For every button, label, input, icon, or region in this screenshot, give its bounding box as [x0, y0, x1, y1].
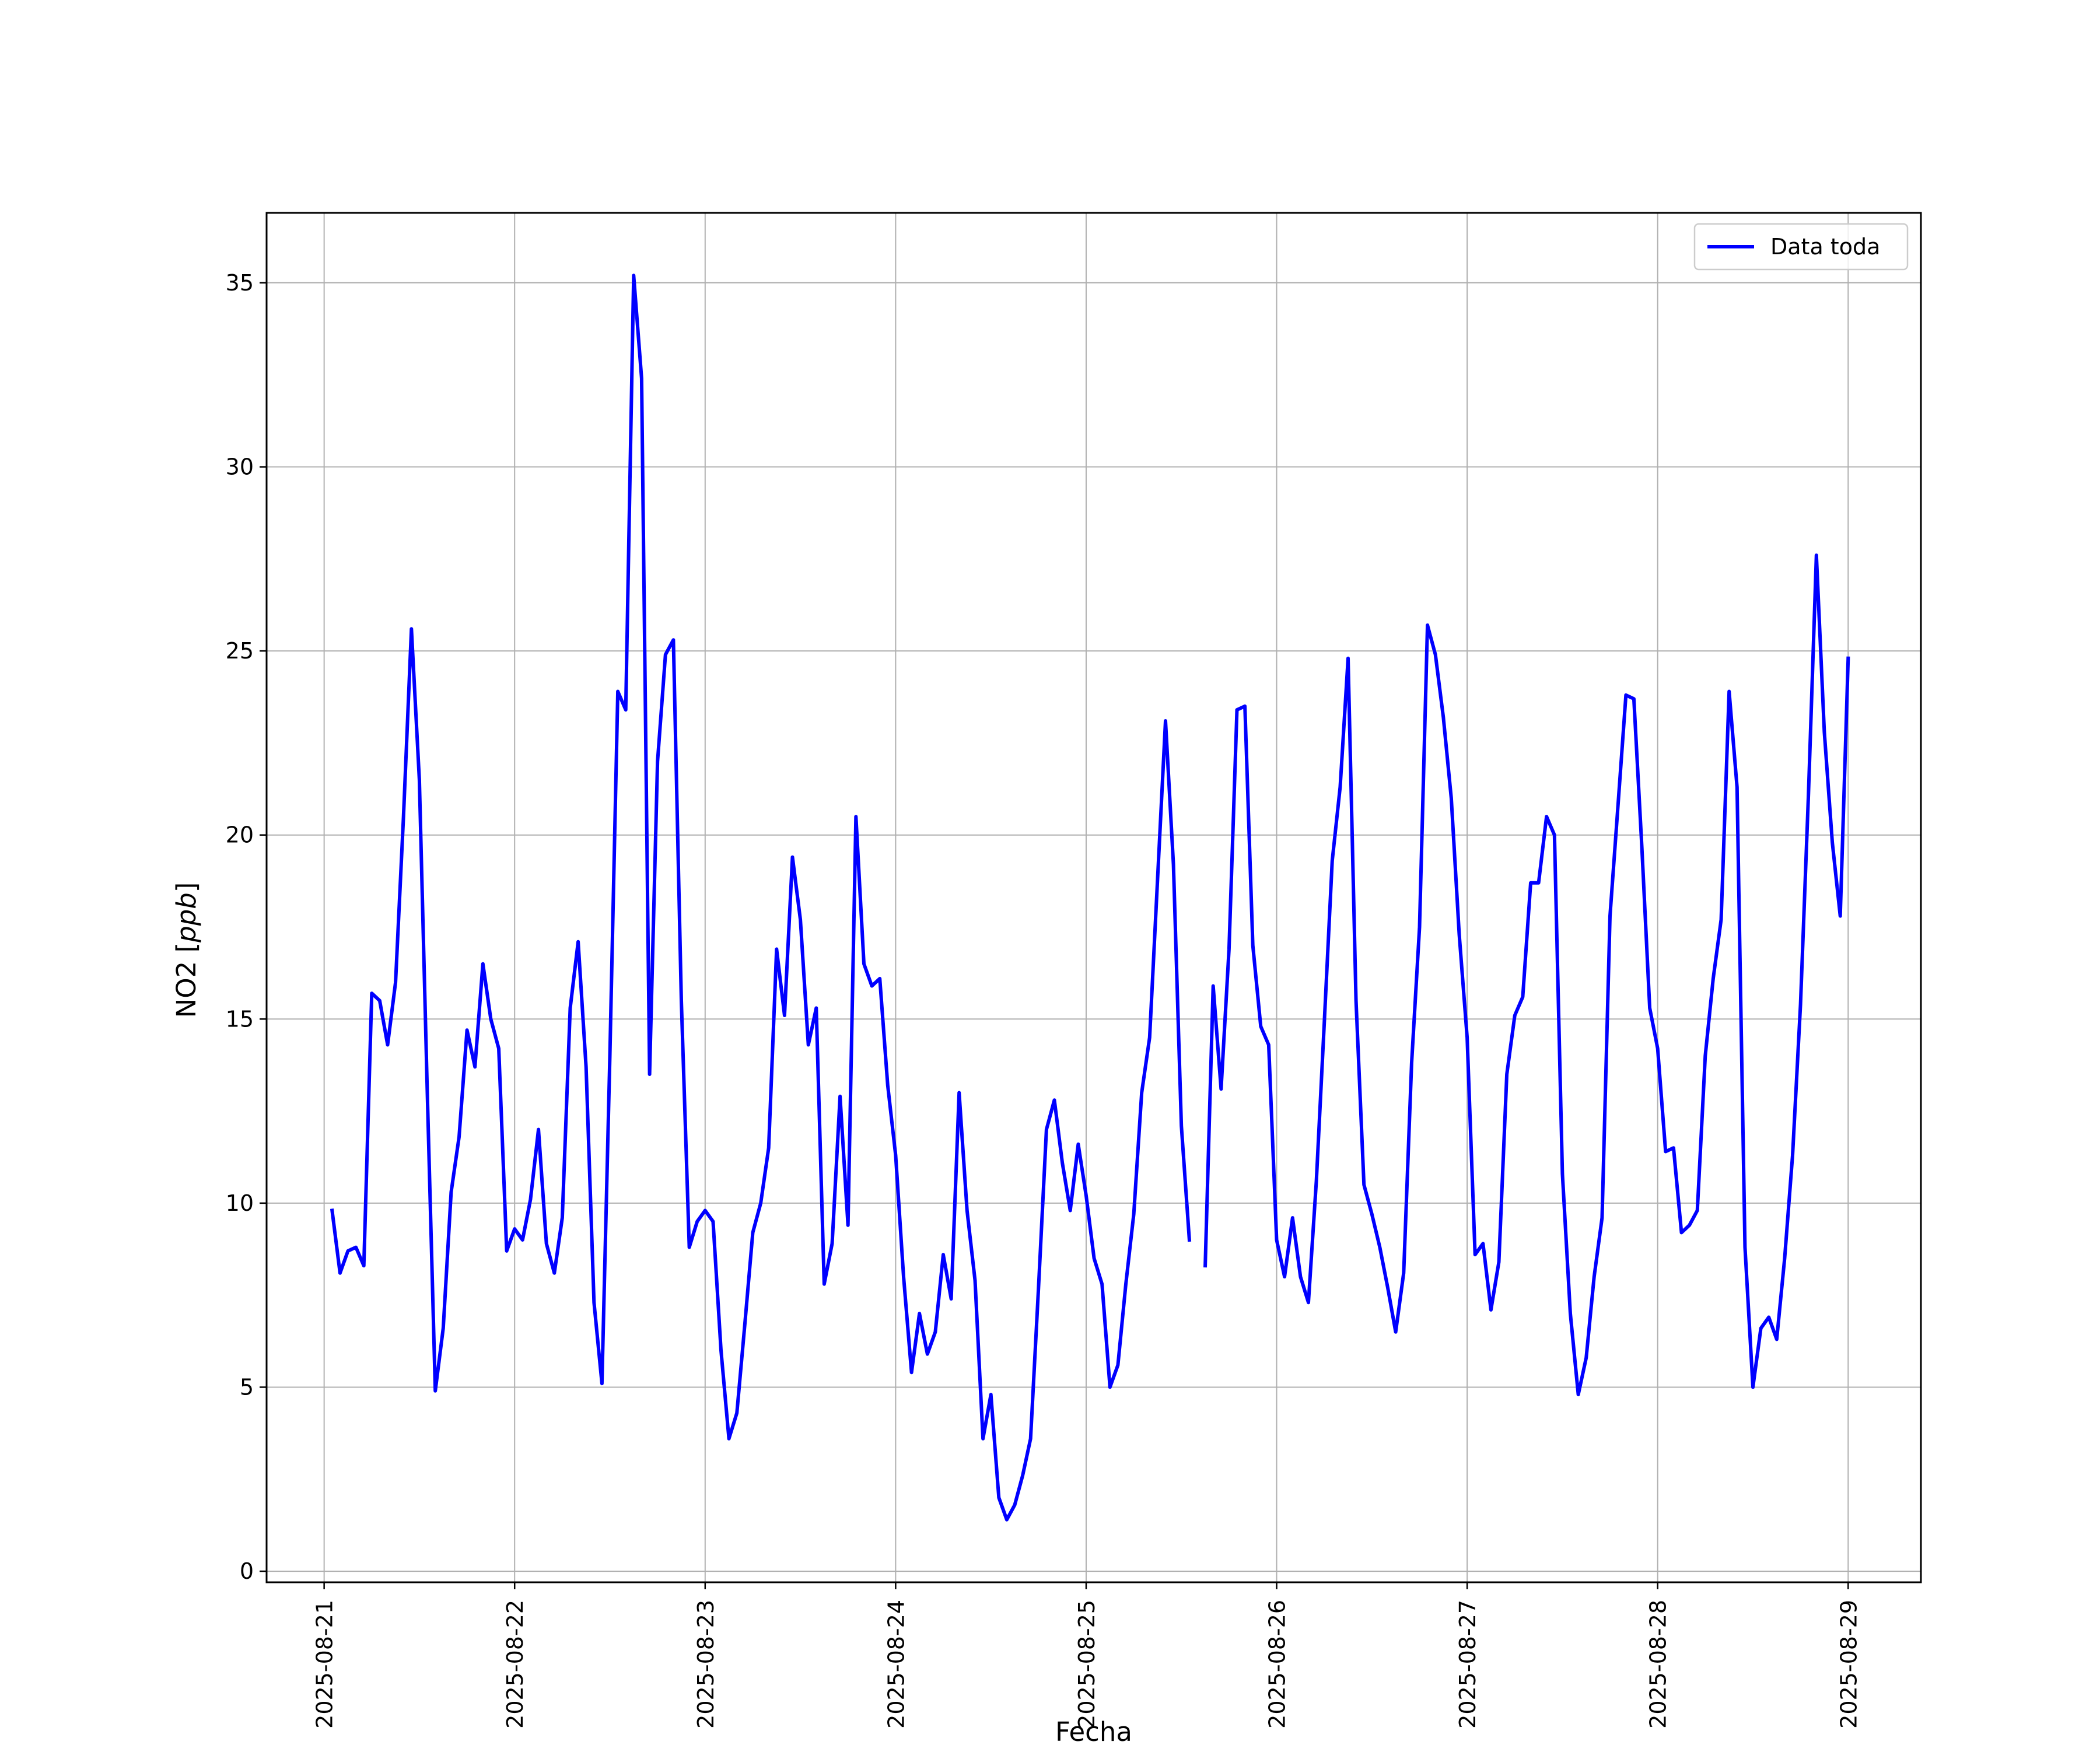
y-axis-label-close: ] — [171, 882, 202, 893]
x-tick-label: 2025-08-22 — [502, 1600, 528, 1729]
y-tick-label: 5 — [240, 1374, 254, 1400]
x-axis-label: Fecha — [1055, 1716, 1132, 1747]
x-tick-label: 2025-08-28 — [1646, 1600, 1671, 1729]
x-tick-label: 2025-08-23 — [693, 1600, 719, 1729]
y-tick-label: 20 — [226, 822, 254, 848]
series-layer — [330, 274, 1850, 1522]
x-tick-label: 2025-08-21 — [312, 1600, 338, 1729]
grid-layer — [267, 213, 1921, 1582]
y-tick-label: 30 — [226, 454, 254, 480]
legend-box — [1693, 223, 1909, 271]
x-tick-label: 2025-08-26 — [1265, 1600, 1290, 1729]
x-tick-label: 2025-08-29 — [1836, 1600, 1861, 1729]
y-tick-label: 25 — [226, 638, 254, 664]
y-tick-label: 15 — [226, 1006, 254, 1032]
y-axis-label: NO2 [ppb] — [171, 882, 202, 1018]
y-tick-label: 0 — [240, 1558, 254, 1584]
y-tick-label: 10 — [226, 1190, 254, 1216]
y-tick-label: 35 — [226, 270, 254, 296]
y-axis-label-base: NO2 [ — [171, 942, 202, 1018]
series-line — [330, 274, 1192, 1522]
legend-label: Data toda — [1770, 234, 1880, 260]
ticks-layer: 2025-08-21 2025-08-22 2025-08-23 2025-08-24… — [226, 270, 1862, 1729]
x-tick-label: 2025-08-24 — [883, 1600, 909, 1729]
legend: Data toda — [1693, 223, 1909, 271]
y-axis-label-unit: ppb — [171, 892, 202, 943]
plot-frame — [265, 212, 1922, 1583]
x-tick-label: 2025-08-25 — [1074, 1600, 1100, 1729]
x-tick-label: 2025-08-27 — [1455, 1600, 1480, 1729]
series-line — [1203, 553, 1850, 1397]
